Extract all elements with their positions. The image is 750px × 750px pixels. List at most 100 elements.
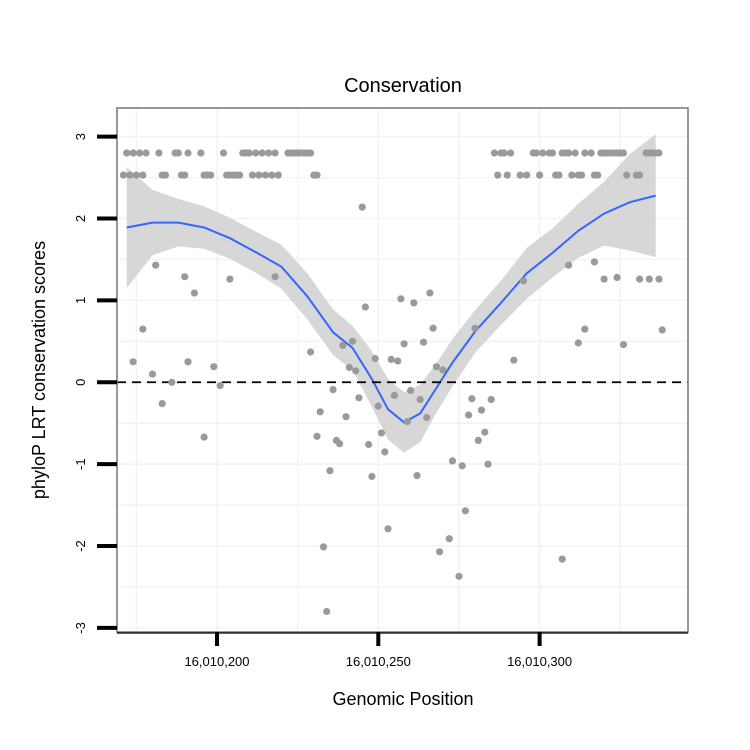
data-point: [184, 358, 192, 366]
data-point: [590, 258, 599, 266]
data-point: [132, 171, 140, 179]
data-point: [413, 472, 421, 480]
data-point: [510, 356, 518, 364]
data-point: [158, 400, 166, 408]
data-point: [445, 535, 453, 543]
confidence-band-group: [126, 134, 656, 453]
data-point: [142, 149, 150, 157]
data-point: [265, 149, 273, 157]
data-point: [129, 358, 137, 366]
smooth-line-group: [126, 194, 656, 424]
data-point: [539, 149, 547, 157]
data-point: [377, 429, 386, 437]
data-point: [465, 411, 473, 419]
y-axis: -3 -2 -1 0 1 2 3: [73, 133, 117, 634]
y-tick-label: 3: [73, 133, 88, 140]
confidence-band: [126, 134, 656, 453]
data-point: [619, 149, 628, 157]
data-point: [200, 433, 208, 441]
data-point: [313, 432, 321, 440]
x-tick-label: 16,010,200: [184, 654, 249, 669]
smooth-line: [126, 194, 656, 424]
data-point: [161, 171, 169, 179]
data-point: [126, 171, 134, 179]
data-point: [574, 339, 582, 347]
data-point: [190, 289, 198, 297]
data-point: [345, 363, 353, 372]
data-point: [655, 275, 663, 283]
data-point: [429, 324, 437, 332]
data-point: [577, 171, 586, 179]
data-point: [484, 460, 492, 468]
data-point: [207, 171, 215, 179]
data-point: [397, 295, 405, 303]
data-point: [419, 338, 428, 346]
data-point: [416, 395, 424, 404]
data-point: [307, 348, 315, 356]
data-point: [381, 448, 389, 456]
y-tick-label: -3: [73, 622, 88, 634]
data-point: [619, 341, 628, 349]
data-point: [600, 275, 608, 283]
data-point: [255, 171, 263, 179]
data-point: [623, 171, 631, 179]
data-point: [348, 337, 357, 345]
data-point: [319, 543, 328, 551]
data-point: [252, 149, 260, 157]
data-point: [471, 324, 479, 332]
data-point: [374, 402, 382, 410]
data-point: [581, 149, 589, 157]
data-point: [461, 507, 469, 515]
data-point: [148, 370, 157, 378]
data-point: [581, 325, 589, 333]
data-point: [248, 171, 257, 179]
data-point: [219, 149, 228, 157]
data-point: [474, 436, 482, 444]
data-point: [658, 326, 666, 334]
data-point: [519, 277, 528, 285]
data-point: [507, 149, 515, 157]
y-tick-label: 1: [73, 297, 88, 304]
data-point: [565, 261, 573, 269]
y-tick-label: -1: [73, 458, 88, 470]
data-point: [316, 408, 324, 416]
data-point: [352, 367, 360, 375]
data-point: [216, 382, 224, 390]
data-point: [410, 299, 418, 307]
panel-border: [116, 107, 689, 633]
data-point: [329, 386, 337, 394]
data-point: [139, 325, 147, 333]
data-point: [655, 149, 663, 157]
data-point: [407, 386, 415, 395]
data-point: [368, 472, 376, 480]
data-point: [210, 363, 218, 371]
data-point: [184, 149, 192, 157]
data-point: [307, 149, 315, 157]
data-point: [261, 171, 269, 179]
data-point: [403, 418, 411, 426]
y-axis-label: phyloP LRT conservation scores: [29, 241, 49, 499]
data-point: [226, 275, 234, 283]
data-point: [400, 340, 408, 348]
data-point: [387, 355, 395, 363]
data-point: [268, 171, 276, 179]
data-point: [271, 149, 279, 157]
data-point: [490, 149, 498, 157]
data-point: [571, 149, 579, 157]
data-point: [274, 171, 282, 179]
data-point: [245, 149, 253, 157]
data-point: [487, 395, 495, 404]
data-point: [503, 171, 511, 179]
data-point: [313, 171, 321, 179]
data-point: [136, 149, 144, 157]
data-point: [565, 149, 573, 157]
data-point: [174, 149, 182, 157]
data-point: [455, 572, 463, 580]
data-point: [477, 406, 486, 414]
data-point: [594, 171, 602, 179]
data-point: [423, 413, 431, 422]
y-tick-label: 0: [73, 379, 88, 386]
x-tick-label: 16,010,250: [346, 654, 411, 669]
y-tick-label: 2: [73, 215, 88, 222]
data-point: [436, 548, 444, 556]
